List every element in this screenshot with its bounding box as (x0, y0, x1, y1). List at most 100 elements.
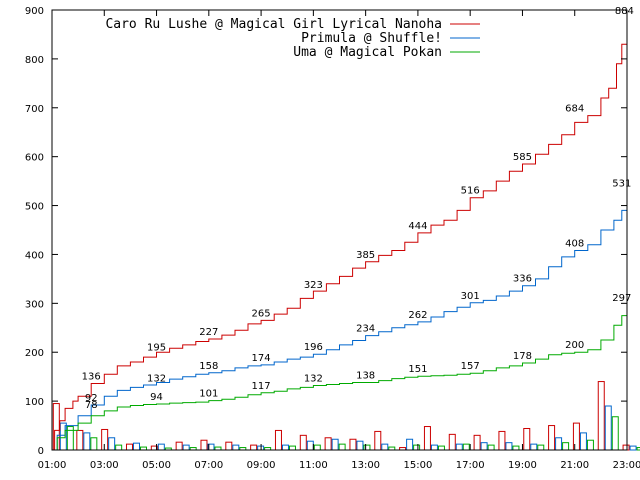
histogram-bar (430, 444, 438, 451)
histogram-bar (108, 437, 116, 451)
data-label: 301 (461, 291, 480, 302)
histogram-bar (480, 442, 488, 451)
axes: 0 100 200 300 400 500 600 700 800 900 01:00 03:00 05… (25, 6, 640, 471)
histogram-bar (498, 430, 506, 451)
histogram-bar (232, 444, 240, 451)
histogram-bar (611, 416, 619, 451)
histogram-bar (555, 437, 563, 451)
x-tick-label: 09:00 (247, 460, 276, 471)
data-label: 94 (150, 392, 163, 403)
histogram-bar (597, 381, 605, 451)
y-tick-label: 400 (25, 250, 44, 261)
series-layer (52, 17, 628, 451)
x-tick-label: 05:00 (142, 460, 171, 471)
legend: Caro Ru Lushe @ Magical Girl Lyrical Nan… (105, 17, 480, 60)
histogram-bar (487, 444, 495, 451)
histogram-bar (225, 441, 233, 451)
data-label: 336 (513, 274, 532, 285)
x-tick-label: 01:00 (38, 460, 67, 471)
x-tick-label: 21:00 (560, 460, 589, 471)
legend-label: Primula @ Shuffle! (301, 31, 442, 46)
histogram-bar (505, 442, 513, 451)
x-tick-label: 11:00 (299, 460, 328, 471)
histogram-bar (406, 438, 414, 451)
histogram-bar (537, 444, 545, 451)
data-label: 323 (304, 280, 323, 291)
y-tick-label: 500 (25, 202, 44, 213)
y-tick-label: 600 (25, 153, 44, 164)
y-tick-label: 0 (38, 446, 44, 457)
data-label: 196 (304, 342, 323, 353)
histogram-bar (363, 444, 371, 451)
data-label-layer: 136 195 227 265 323 385 444 516 585 684 884 92 132 15… (82, 6, 634, 411)
data-label: 297 (612, 293, 631, 304)
x-tick-label: 13:00 (351, 460, 380, 471)
histogram-bar (125, 443, 133, 451)
histogram-bar (200, 439, 208, 451)
legend-label: Uma @ Magical Pokan (293, 45, 442, 60)
y-tick-label: 200 (25, 348, 44, 359)
histogram-bar (462, 443, 470, 451)
data-label: 385 (356, 250, 375, 261)
data-label: 516 (461, 186, 480, 197)
histogram-bar (629, 445, 637, 451)
histogram-bar (90, 437, 98, 451)
histogram-bar (299, 434, 307, 451)
histogram-bar (437, 445, 445, 451)
histogram-bar (381, 443, 389, 451)
data-label: 101 (199, 389, 218, 400)
data-label: 132 (147, 373, 166, 384)
histogram-bar (548, 425, 556, 451)
legend-label: Caro Ru Lushe @ Magical Girl Lyrical Nan… (105, 17, 442, 32)
data-label: 195 (147, 343, 166, 354)
histogram-bar (83, 432, 91, 451)
data-label: 117 (252, 381, 271, 392)
histogram-bar (115, 444, 123, 451)
data-label: 585 (513, 152, 532, 163)
histogram-bar (374, 430, 382, 451)
histogram-bar (250, 444, 258, 451)
histogram-bar (288, 445, 296, 451)
histogram-bar (281, 444, 289, 451)
data-label: 178 (513, 351, 532, 362)
plot-frame (51, 9, 628, 451)
histogram-bar (512, 445, 520, 451)
data-label: 408 (565, 239, 584, 250)
data-label: 132 (304, 373, 323, 384)
histogram-bar (622, 444, 630, 451)
y-tick-label: 800 (25, 55, 44, 66)
histogram-layer (52, 381, 640, 451)
histogram-bar (175, 441, 183, 451)
data-label: 200 (565, 340, 584, 351)
histogram-bar (530, 443, 538, 451)
histogram-bar (349, 438, 357, 451)
data-label: 262 (408, 310, 427, 321)
histogram-bar (586, 439, 594, 451)
data-label: 227 (199, 327, 218, 338)
data-label: 884 (615, 6, 634, 17)
data-label: 174 (252, 353, 271, 364)
data-label: 234 (356, 324, 375, 335)
histogram-bar (331, 438, 339, 451)
data-label: 265 (252, 308, 271, 319)
histogram-bar (306, 440, 314, 451)
histogram-bar (413, 444, 421, 451)
x-tick-label: 07:00 (194, 460, 223, 471)
histogram-bar (473, 434, 481, 451)
x-tick-label: 19:00 (508, 460, 537, 471)
histogram-bar (338, 443, 346, 451)
histogram-bar (76, 429, 84, 451)
histogram-bar (324, 437, 332, 451)
data-label: 157 (461, 361, 480, 372)
histogram-bar (132, 442, 140, 451)
series-line (52, 190, 628, 451)
histogram-bar (604, 405, 612, 451)
histogram-bar (182, 444, 190, 451)
histogram-bar (523, 427, 531, 451)
y-tick-label: 100 (25, 397, 44, 408)
data-label: 531 (612, 178, 631, 189)
x-tick-label: 15:00 (403, 460, 432, 471)
series-line (52, 304, 628, 451)
y-tick-label: 700 (25, 104, 44, 115)
